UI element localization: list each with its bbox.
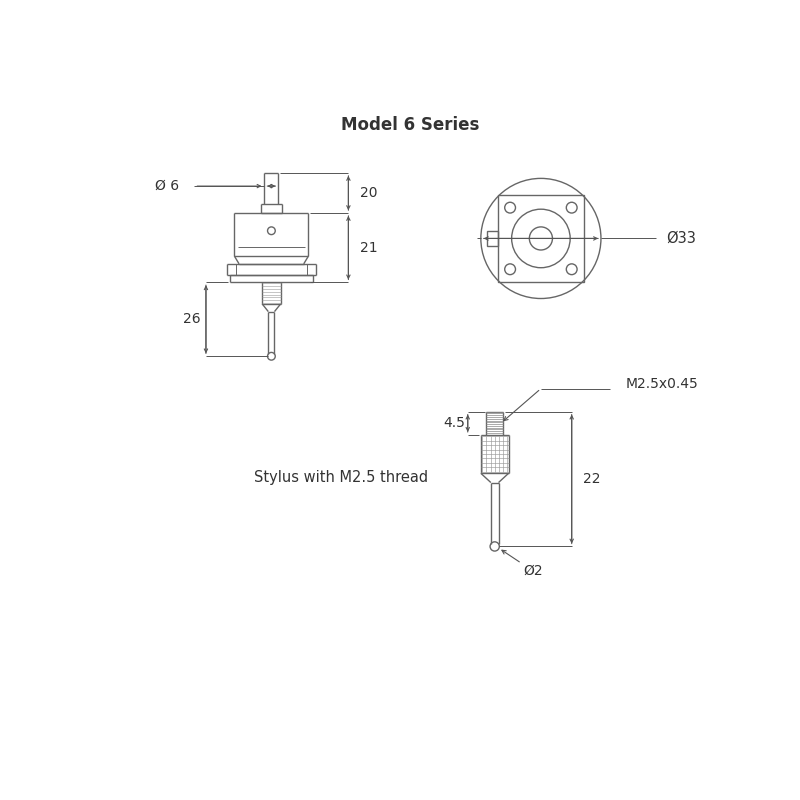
Text: Ø 6: Ø 6: [155, 179, 179, 193]
Bar: [487, 230, 498, 246]
Text: Model 6 Series: Model 6 Series: [341, 116, 479, 134]
Text: 22: 22: [583, 472, 601, 486]
Text: Ø2: Ø2: [523, 564, 543, 578]
Text: Stylus with M2.5 thread: Stylus with M2.5 thread: [254, 470, 428, 485]
Text: Ø33: Ø33: [666, 231, 696, 246]
Text: 4.5: 4.5: [443, 416, 465, 430]
Text: M2.5x0.45: M2.5x0.45: [626, 377, 698, 391]
Text: 21: 21: [360, 241, 378, 254]
Text: 26: 26: [183, 312, 201, 326]
Text: 20: 20: [360, 186, 378, 200]
Bar: [498, 195, 584, 282]
